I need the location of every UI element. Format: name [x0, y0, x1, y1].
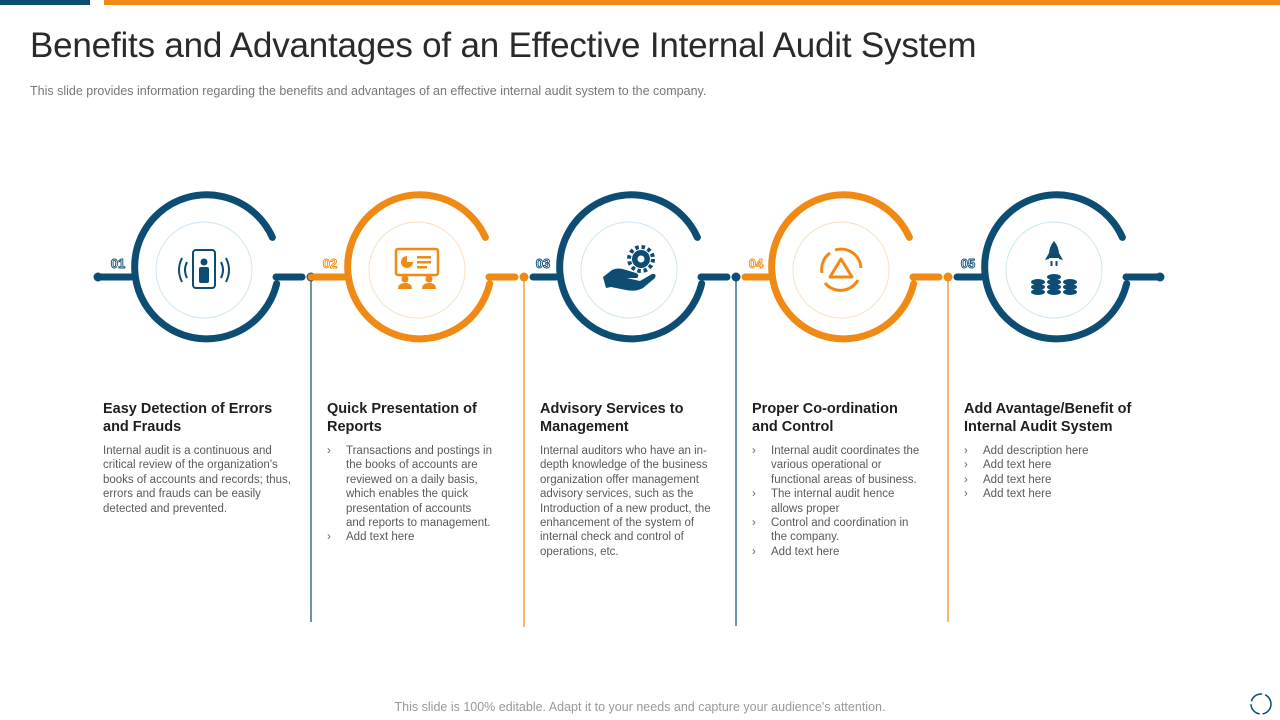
step-3-title: Advisory Services to Management [540, 401, 684, 435]
top-accent-bar-orange [104, 0, 1280, 5]
step-1-content: Easy Detection of Errors and Frauds Inte… [103, 400, 295, 516]
step-5-title: Add Avantage/Benefit of Internal Audit S… [964, 401, 1132, 435]
step-5-bullet: Add text here [964, 487, 1149, 502]
step-4-content: Proper Co-ordination and Control Interna… [752, 400, 922, 560]
page-title: Benefits and Advantages of an Effective … [30, 26, 977, 65]
rocket-coins-icon [1031, 241, 1077, 295]
step-4-ring [741, 191, 953, 343]
step-2-title: Quick Presentation of Reports [327, 401, 477, 435]
step-3-text: Internal auditors who have an in-depth k… [540, 445, 711, 558]
step-5-content: Add Avantage/Benefit of Internal Audit S… [964, 400, 1149, 502]
step-2-content: Quick Presentation of Reports Transactio… [327, 400, 492, 545]
step-5-number: 05 [961, 256, 975, 271]
step-1-ring [93, 191, 316, 343]
step-4-bullet: Control and coordination in the company. [752, 516, 922, 545]
step-5-bullet: Add text here [964, 458, 1149, 473]
step-5-bullet: Add text here [964, 473, 1149, 488]
hand-gear-icon [603, 245, 656, 291]
presentation-icon [394, 247, 440, 289]
step-3-content: Advisory Services to Management Internal… [540, 400, 722, 559]
step-4-bullet: Add text here [752, 545, 922, 560]
step-5-ring [953, 191, 1165, 343]
page-subtitle: This slide provides information regardin… [30, 84, 707, 98]
step-3-number: 03 [536, 256, 550, 271]
step-3-ring [529, 191, 741, 343]
step-4-number: 04 [749, 256, 764, 271]
warning-cycle-icon [820, 247, 863, 292]
footer-note: This slide is 100% editable. Adapt it to… [394, 700, 886, 714]
step-1-text: Internal audit is a continuous and criti… [103, 445, 291, 515]
step-2-number: 02 [323, 256, 337, 271]
top-accent-bar-blue [0, 0, 90, 5]
step-2-bullet: Transactions and postings in the books o… [327, 444, 492, 530]
step-1-title: Easy Detection of Errors and Frauds [103, 401, 273, 435]
step-5-bullet: Add description here [964, 444, 1149, 459]
step-4-title: Proper Co-ordination and Control [752, 401, 898, 435]
slide-nav-icon[interactable] [1249, 692, 1273, 716]
person-scanner-icon [178, 249, 230, 289]
step-4-bullet: Internal audit coordinates the various o… [752, 444, 922, 487]
step-1-number: 01 [111, 256, 125, 271]
step-4-bullet: The internal audit hence allows proper [752, 487, 922, 516]
step-2-bullet: Add text here [327, 530, 492, 545]
step-2-ring [307, 191, 529, 343]
